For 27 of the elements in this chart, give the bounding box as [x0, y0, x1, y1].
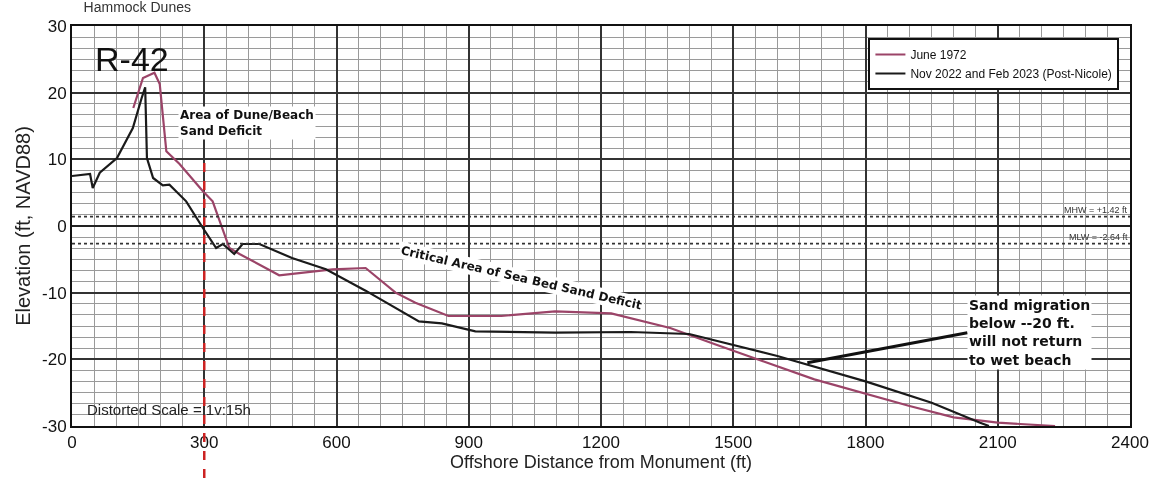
- y-tick-label: -10: [42, 283, 67, 303]
- legend-label: Nov 2022 and Feb 2023 (Post-Nicole): [910, 67, 1112, 82]
- y-tick-label: 0: [57, 216, 67, 236]
- x-tick-label: 2400: [1111, 433, 1149, 453]
- y-tick-label: 10: [47, 150, 67, 170]
- x-tick-label: 600: [322, 433, 351, 453]
- x-tick-label: 1200: [582, 433, 620, 453]
- ref-line-label: MLW = -2.64 ft: [1069, 232, 1129, 242]
- x-tick-label: 1500: [714, 433, 753, 453]
- chart-title: Hammock Dunes: [83, 0, 191, 16]
- y-tick-label: 20: [47, 83, 67, 103]
- y-tick-label: -20: [42, 350, 67, 370]
- ref-line-label: MHW = +1.42 ft: [1064, 205, 1128, 215]
- x-tick-label: 2100: [978, 433, 1017, 453]
- x-tick-label: 900: [454, 433, 483, 453]
- annotation: R-42: [95, 40, 169, 78]
- annotation: Area of Dune/Beach Sand Deficit: [180, 108, 314, 138]
- x-tick-label: 1800: [846, 433, 885, 453]
- y-tick-label: 30: [47, 16, 67, 36]
- x-tick-label: 300: [190, 433, 219, 453]
- annotation: Critical Area of Sea Bed Sand Deficit: [399, 243, 644, 313]
- y-tick-label: -30: [42, 416, 67, 436]
- legend-label: June 1972: [910, 48, 967, 63]
- y-axis-title: Elevation (ft, NAVD88): [12, 126, 35, 326]
- annotation: Sand migration below --20 ft. will not return to wet beach: [969, 297, 1091, 368]
- x-axis-title: Offshore Distance from Monument (ft): [450, 452, 752, 473]
- annotation: Distorted Scale = 1v:15h: [87, 401, 251, 418]
